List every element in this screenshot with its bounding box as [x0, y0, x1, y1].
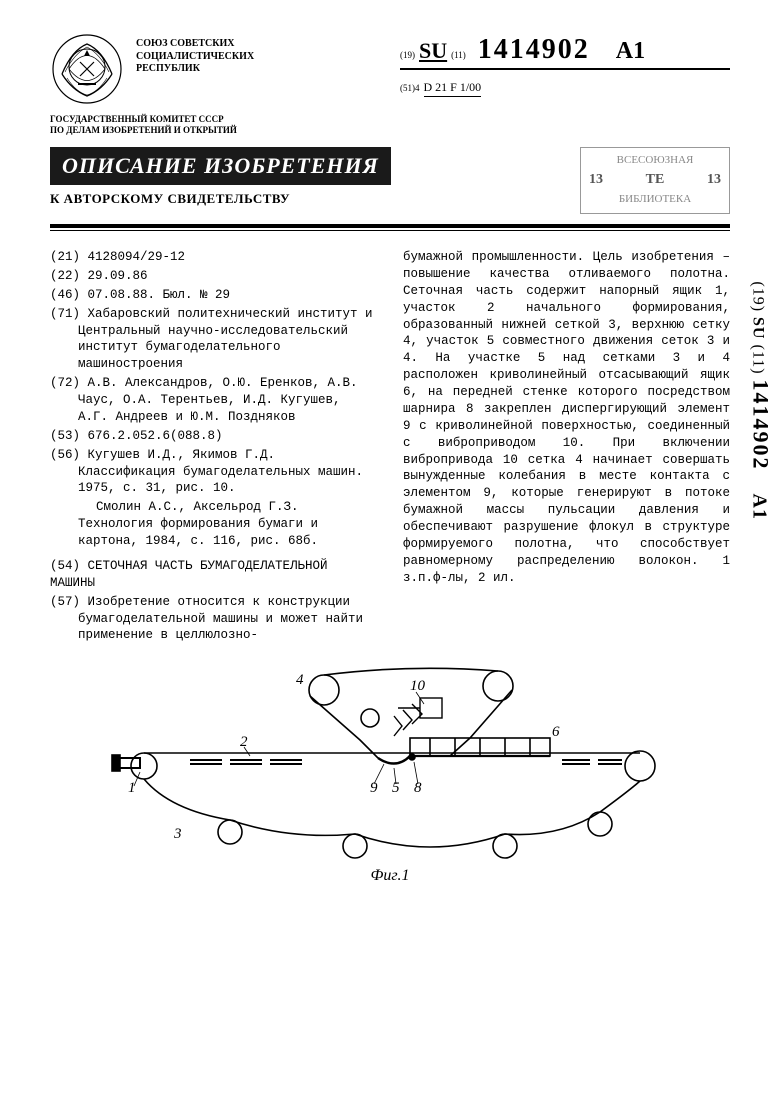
document-codes: (19) SU (11) 1414902 A1 (51)4 D 21 F 1/0…	[400, 32, 730, 97]
org-line: РЕСПУБЛИК	[136, 63, 246, 76]
field-54: (54) СЕТОЧНАЯ ЧАСТЬ БУМАГОДЕЛАТЕЛЬНОЙ МА…	[50, 558, 377, 592]
fig-label-6: 6	[552, 724, 560, 740]
divider	[50, 230, 730, 231]
right-column: бумажной промышленности. Цель изобретени…	[403, 249, 730, 646]
org-line: СОЮЗ СОВЕТСКИХ	[136, 38, 246, 51]
inid-19: (19)	[400, 50, 415, 60]
body-text: (21) 4128094/29-12 (22) 29.09.86 (46) 07…	[50, 249, 730, 646]
fig-label-3: 3	[173, 826, 182, 842]
field-72: (72) А.В. Александров, О.Ю. Еренков, А.В…	[50, 375, 377, 426]
side-11: (11)	[750, 344, 767, 374]
field-22: (22) 29.09.86	[50, 268, 377, 285]
field-53: (53) 676.2.052.6(088.8)	[50, 428, 377, 445]
figure-caption: Фиг.1	[50, 867, 730, 885]
field-46: (46) 07.08.88. Бюл. № 29	[50, 287, 377, 304]
stamp-line: БИБЛИОТЕКА	[589, 191, 721, 209]
stamp-line: ВСЕСОЮЗНАЯ	[589, 152, 721, 170]
issuing-org: СОЮЗ СОВЕТСКИХ СОЦИАЛИСТИЧЕСКИХ РЕСПУБЛИ…	[136, 32, 246, 76]
document-number: 1414902	[478, 34, 590, 66]
side-19: (19)	[750, 281, 767, 312]
country-code: SU	[419, 38, 447, 64]
inid-51: (51)4	[400, 83, 420, 93]
side-kind: A1	[749, 494, 771, 520]
abstract-text: бумажной промышленности. Цель изобретени…	[403, 249, 730, 587]
side-number: 1414902	[749, 380, 774, 471]
fig-label-9: 9	[370, 780, 378, 796]
document-title: ОПИСАНИЕ ИЗОБРЕТЕНИЯ	[50, 147, 391, 185]
fig-label-10: 10	[410, 678, 426, 694]
fig-label-1: 1	[128, 780, 136, 796]
committee: ГОСУДАРСТВЕННЫЙ КОМИТЕТ СССР ПО ДЕЛАМ ИЗ…	[50, 114, 730, 137]
field-21: (21) 4128094/29-12	[50, 249, 377, 266]
figure-1: 1 2 3 4 5 6 8 9 10 Фиг.1	[50, 660, 730, 885]
stamp-text: ТЕ	[646, 169, 665, 191]
committee-line: ГОСУДАРСТВЕННЫЙ КОМИТЕТ СССР	[50, 114, 730, 125]
stamp-num: 13	[589, 169, 603, 191]
ipc-code: D 21 F 1/00	[424, 80, 482, 97]
committee-line: ПО ДЕЛАМ ИЗОБРЕТЕНИЙ И ОТКРЫТИЙ	[50, 125, 730, 136]
left-column: (21) 4128094/29-12 (22) 29.09.86 (46) 07…	[50, 249, 377, 646]
side-su: SU	[750, 317, 767, 339]
stamp-num: 13	[707, 169, 721, 191]
field-56: (56) Кугушев И.Д., Якимов Г.Д. Классифик…	[50, 447, 377, 498]
side-document-code: (19) SU (11) 1414902 A1	[748, 281, 774, 520]
library-stamp: ВСЕСОЮЗНАЯ 13 ТЕ 13 БИБЛИОТЕКА	[580, 147, 730, 215]
document-subtitle: К АВТОРСКОМУ СВИДЕТЕЛЬСТВУ	[50, 191, 391, 207]
inid-11: (11)	[451, 50, 466, 60]
kind-code: A1	[616, 38, 645, 65]
fig-label-4: 4	[296, 672, 304, 688]
field-57: (57) Изобретение относится к конструкции…	[50, 594, 377, 645]
divider	[50, 224, 730, 228]
field-56b: Смолин А.С., Аксельрод Г.З. Технология ф…	[50, 499, 377, 550]
field-71: (71) Хабаровский политехнический институ…	[50, 306, 377, 374]
org-line: СОЦИАЛИСТИЧЕСКИХ	[136, 51, 246, 64]
state-emblem	[50, 32, 124, 106]
